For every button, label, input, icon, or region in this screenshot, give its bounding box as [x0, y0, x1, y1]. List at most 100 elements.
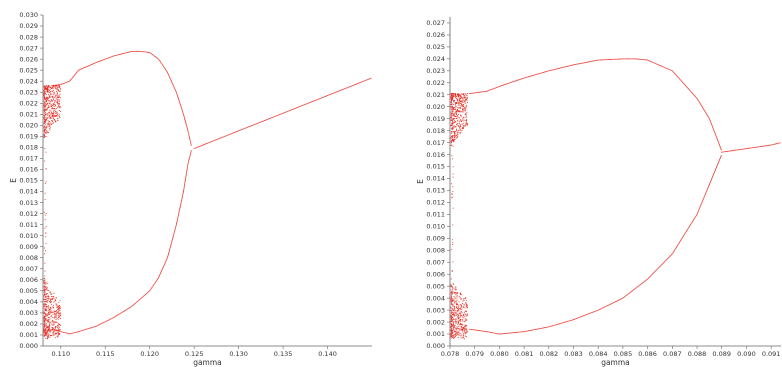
- y-tick-label: 0.002: [426, 318, 445, 326]
- data-point: [215, 139, 217, 141]
- data-point: [451, 328, 452, 330]
- data-point: [457, 337, 459, 338]
- data-point: [453, 326, 455, 328]
- data-point: [161, 269, 163, 271]
- data-point: [454, 289, 456, 291]
- data-point: [458, 99, 460, 101]
- data-point: [49, 329, 51, 331]
- data-point: [463, 338, 465, 340]
- data-point: [463, 126, 465, 128]
- data-point: [567, 65, 569, 67]
- data-point: [55, 110, 56, 112]
- data-point: [58, 327, 60, 329]
- data-point: [83, 67, 84, 69]
- data-point: [451, 299, 452, 301]
- data-point: [454, 115, 456, 117]
- data-point: [505, 83, 507, 85]
- data-point: [247, 126, 249, 128]
- data-point: [135, 302, 137, 304]
- data-point: [457, 95, 459, 97]
- data-point: [518, 79, 520, 81]
- data-point: [451, 248, 453, 250]
- data-point: [665, 259, 667, 261]
- data-point: [453, 314, 455, 316]
- data-point: [47, 98, 49, 100]
- data-point: [259, 121, 261, 123]
- data-point: [464, 100, 466, 102]
- data-point: [452, 111, 454, 112]
- data-point: [564, 66, 566, 68]
- data-point: [451, 290, 453, 292]
- data-point: [456, 107, 458, 109]
- data-point: [457, 316, 459, 318]
- data-point: [44, 322, 46, 324]
- data-point: [210, 141, 212, 143]
- data-point: [43, 325, 45, 327]
- data-point: [673, 72, 675, 73]
- data-point: [484, 91, 486, 92]
- data-point: [450, 284, 452, 286]
- data-point: [453, 95, 455, 97]
- data-point: [594, 60, 596, 62]
- data-point: [455, 332, 457, 334]
- data-point: [496, 86, 498, 88]
- data-point: [540, 72, 542, 74]
- data-point: [44, 302, 46, 304]
- data-point: [469, 328, 471, 330]
- data-point: [172, 84, 174, 86]
- data-point: [114, 55, 116, 57]
- data-point: [454, 116, 456, 117]
- data-point: [581, 316, 583, 317]
- data-point: [49, 322, 51, 324]
- data-point: [451, 122, 453, 124]
- data-point: [458, 330, 460, 332]
- data-point: [59, 84, 61, 86]
- data-point: [460, 298, 462, 299]
- data-point: [466, 99, 468, 101]
- data-point: [715, 134, 717, 136]
- data-point: [54, 92, 55, 94]
- data-point: [52, 87, 54, 89]
- data-point: [720, 156, 722, 158]
- data-point: [45, 93, 46, 94]
- data-point: [456, 128, 457, 130]
- data-point: [649, 60, 651, 62]
- data-point: [728, 150, 730, 152]
- data-point: [452, 307, 454, 309]
- data-point: [460, 323, 462, 325]
- data-point: [51, 311, 53, 313]
- data-point: [49, 125, 51, 127]
- data-point: [181, 198, 183, 200]
- data-point: [184, 121, 186, 122]
- data-point: [697, 210, 699, 212]
- data-point: [456, 111, 457, 113]
- data-point: [55, 112, 57, 114]
- data-point: [49, 330, 51, 332]
- data-point: [603, 306, 605, 308]
- data-point: [455, 93, 457, 95]
- data-point: [702, 107, 704, 109]
- data-point: [463, 326, 464, 328]
- data-point: [162, 268, 164, 270]
- data-point: [451, 324, 453, 326]
- data-point: [570, 319, 572, 321]
- data-point: [59, 111, 61, 112]
- data-point: [486, 90, 488, 92]
- data-point: [451, 93, 453, 95]
- y-tick-label: 0.008: [426, 246, 445, 254]
- data-point: [655, 269, 657, 271]
- data-point: [461, 315, 463, 317]
- data-point: [451, 114, 453, 116]
- data-point: [458, 310, 460, 312]
- data-point: [452, 310, 454, 312]
- data-point: [589, 61, 591, 63]
- data-point: [743, 148, 745, 150]
- data-point: [450, 104, 452, 106]
- data-point: [457, 120, 459, 122]
- data-point: [45, 318, 46, 320]
- data-point: [715, 135, 717, 137]
- data-point: [367, 79, 369, 80]
- data-point: [450, 140, 452, 142]
- data-point: [654, 270, 656, 272]
- data-point: [693, 218, 695, 220]
